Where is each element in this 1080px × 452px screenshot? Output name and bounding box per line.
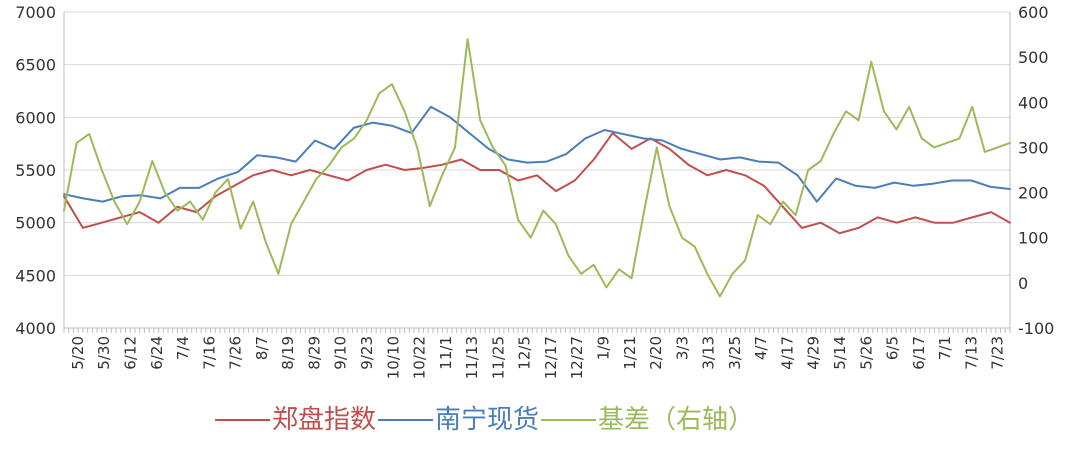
right-tick-label: 500 (1018, 48, 1049, 67)
x-tick-label: 5/20 (69, 336, 87, 370)
right-tick-label: -100 (1018, 319, 1054, 338)
x-tick-label: 6/24 (148, 336, 166, 370)
legend-label: 郑盘指数 (272, 405, 376, 435)
x-tick-label: 6/17 (910, 336, 928, 370)
x-tick-label: 10/22 (411, 336, 429, 379)
x-tick-label: 7/16 (200, 336, 218, 370)
x-tick-label: 5/26 (857, 336, 875, 370)
right-tick-label: 200 (1018, 184, 1049, 203)
x-tick-label: 3/3 (673, 336, 691, 360)
x-tick-label: 7/13 (962, 336, 980, 370)
left-tick-label: 4500 (15, 266, 56, 285)
x-tick-label: 2/20 (647, 336, 665, 370)
x-tick-label: 5/30 (95, 336, 113, 370)
x-tick-label: 7/4 (174, 336, 192, 360)
x-tick-label: 1/9 (595, 336, 613, 360)
x-tick-label: 7/1 (936, 336, 954, 360)
series-line-1 (63, 132, 1011, 235)
x-tick-label: 12/27 (568, 336, 586, 379)
right-tick-label: 600 (1018, 3, 1049, 22)
x-tick-label: 8/7 (253, 336, 271, 360)
x-tick-label: 7/26 (227, 336, 245, 370)
series-line-3 (63, 38, 1011, 298)
x-axis-ticks: 5/20 5/30 6/12 6/24 7/4 7/16 7/26 8/7 8/19 8/29 9/… (69, 336, 1007, 379)
left-tick-label: 6500 (15, 56, 56, 75)
x-tick-label: 9/10 (332, 336, 350, 370)
x-tick-label: 8/29 (305, 336, 323, 370)
left-axis-ticks: 4000 4500 5000 5500 6000 6500 7000 (15, 3, 56, 338)
x-tick-label: 8/19 (279, 336, 297, 370)
x-tick-label: 4/17 (778, 336, 796, 370)
x-tick-label: 11/25 (489, 336, 507, 379)
x-tick-label: 4/29 (805, 336, 823, 370)
x-tick-label: 3/25 (726, 336, 744, 370)
x-tick-label: 11/1 (437, 336, 455, 370)
right-tick-label: 100 (1018, 229, 1049, 248)
legend: 郑盘指数 南宁现货 基差（右轴） (215, 405, 754, 435)
x-tick-label: 1/21 (621, 336, 639, 370)
x-tick-label: 12/17 (542, 336, 560, 379)
legend-label: 基差（右轴） (598, 405, 754, 435)
left-tick-label: 5000 (15, 214, 56, 233)
series-line-2 (63, 105, 1011, 203)
series-lines (63, 38, 1011, 298)
right-tick-label: 0 (1018, 274, 1028, 293)
x-tick-label: 3/13 (700, 336, 718, 370)
x-tick-label: 6/12 (122, 336, 140, 370)
left-tick-label: 5500 (15, 161, 56, 180)
x-tick-label: 12/5 (516, 336, 534, 370)
x-tick-label: 11/13 (463, 336, 481, 379)
legend-label: 南宁现货 (435, 405, 539, 435)
grid-lines (64, 11, 1010, 329)
x-tick-label: 9/23 (358, 336, 376, 370)
left-tick-label: 6000 (15, 108, 56, 127)
right-tick-label: 300 (1018, 138, 1049, 157)
x-tick-label: 4/7 (752, 336, 770, 360)
left-tick-label: 7000 (15, 3, 56, 22)
x-tick-label: 6/5 (884, 336, 902, 360)
x-tick-label: 7/23 (989, 336, 1007, 370)
axes (63, 12, 1011, 333)
left-tick-label: 4000 (15, 319, 56, 338)
right-tick-label: 400 (1018, 93, 1049, 112)
x-tick-label: 10/10 (384, 336, 402, 379)
right-axis-ticks: -100 0 100 200 300 400 500 600 (1018, 3, 1054, 338)
x-tick-label: 5/14 (831, 336, 849, 370)
